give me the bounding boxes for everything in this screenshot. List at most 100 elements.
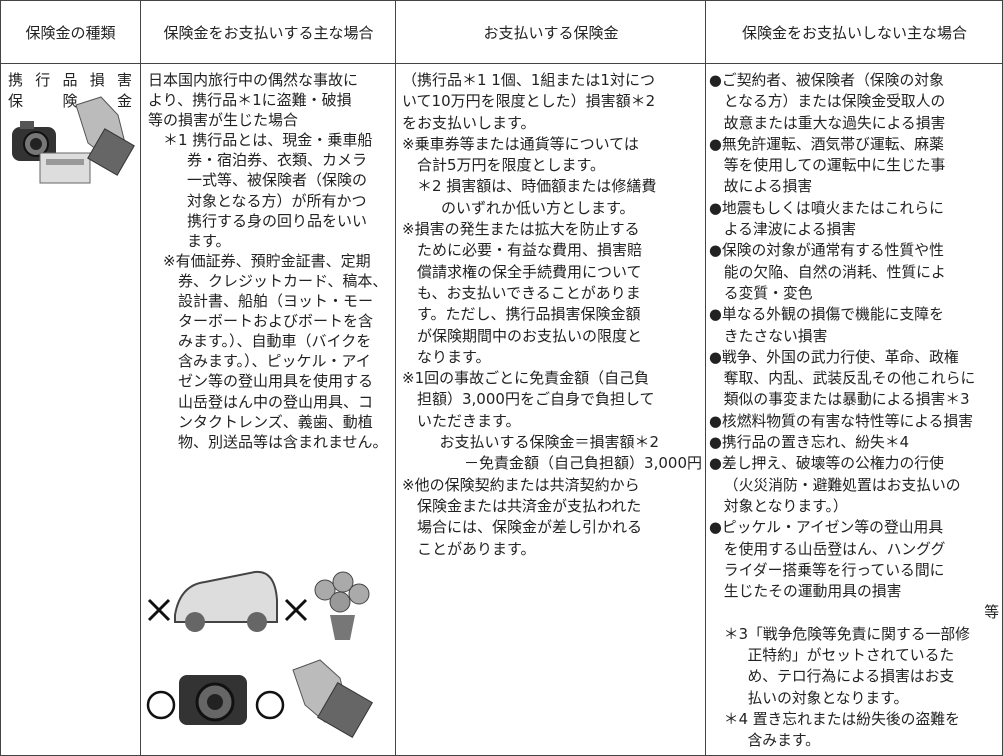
- text-line: 携行する身の回り品をいい: [187, 211, 368, 230]
- paragraph: ＊1 携行品とは、現金・乗車船 券・宿泊券、衣類、カメラ 一式等、被保険者（保険の対…: [148, 130, 393, 251]
- paragraph: ●地震もしくは噴火またはこれらによる津波による損害: [709, 198, 999, 241]
- paragraph: ●ご契約者、被保険者（保険の対象 となる方）または保険金受取人の 故意または重大な過…: [709, 70, 999, 134]
- text-line: 類似の事変または暴動による損害＊3: [723, 391, 970, 409]
- text-line: 故による損害: [723, 178, 813, 196]
- text-line: なります。: [417, 347, 491, 366]
- text-line: 券・宿泊券、衣類、カメラ: [187, 151, 368, 170]
- text-line: ＊2 損害額は、時価額または修繕費: [417, 177, 657, 196]
- text-line: 保険金または共済金が支払われた: [417, 496, 642, 515]
- text-line: 含みます。）、ピッケル・アイ: [178, 352, 371, 371]
- examples-illustration: [146, 570, 374, 739]
- paragraph: ●保険の対象が通常有する性質や性 能の欠陥、自然の消耗、性質によ る変質・変色: [709, 240, 999, 304]
- paragraph: ※有価証券、預貯金証書、定期 券、クレジットカード、稿本、 設計書、船舶（ヨット・モ…: [148, 251, 393, 452]
- text-line: 物、別送品等は含まれません。: [178, 432, 388, 451]
- text-line: ●ご契約者、被保険者（保険の対象: [709, 72, 944, 89]
- text-line: 能の欠陥、自然の消耗、性質によ: [723, 263, 946, 281]
- text-line: 合計5万円を限度とします。: [417, 156, 606, 175]
- text-line: 日本国内旅行中の偶然な事故に: [148, 71, 359, 89]
- text-line: 生じたその運動用具の損害: [723, 583, 902, 601]
- paragraph: 日本国内旅行中の偶然な事故に より、携行品＊1に盗難・破損 等の損害が生じた場合: [148, 70, 393, 130]
- text-line: ンタクトレンズ、義歯、動植: [178, 412, 373, 431]
- column-rule: [0, 0, 141, 756]
- text-line: が保険期間中のお支払いの限度と: [417, 326, 643, 345]
- text-line: ●核燃料物質の有害な特性等による損害: [709, 412, 974, 430]
- text-line: 等の損害が生じた場合: [148, 111, 299, 130]
- text-line: ●携行品の置き忘れ、紛失＊4: [709, 434, 910, 452]
- text-line: 場合には、保険金が差し引かれる: [417, 518, 643, 537]
- text-line: も、お支払いできることがありま: [417, 283, 641, 302]
- paragraph: ●核燃料物質の有害な特性等による損害: [709, 411, 999, 432]
- text-line: ゼン等の登山用具を使用する: [178, 372, 374, 391]
- text-line: め、テロ行為による損害はお支: [747, 668, 955, 686]
- text-line: 償請求権の保全手続費用について: [417, 262, 642, 281]
- text-line: ●無免許運転、酒気帯び運転、麻薬: [709, 135, 944, 153]
- text-line: ●単なる外観の損傷で機能に支障を: [709, 306, 944, 324]
- exclusion-cell: ●ご契約者、被保険者（保険の対象 となる方）または保険金受取人の 故意または重大な過…: [709, 70, 999, 752]
- paragraph: ※他の保険契約または共済契約から保険金または共済金が支払われた 場合には、保険金が…: [402, 475, 702, 560]
- text-line: 奪取、内乱、武装反乱その他これらに: [723, 370, 976, 388]
- text-line: ●地震もしくは噴火またはこれらに: [709, 199, 944, 217]
- text-line: ことがあります。: [417, 539, 536, 558]
- column-rule: [141, 0, 396, 756]
- text-line: ●差し押え、破壊等の公権力の行使: [709, 455, 944, 473]
- text-line: ＊1 携行品とは、現金・乗車船: [163, 131, 373, 150]
- paragraph: （携行品＊1 1個、1組または1対につ いて10万円を限度とした）損害額＊2 をお支…: [402, 70, 702, 134]
- text-line: より、携行品＊1に盗難・破損: [148, 91, 352, 110]
- text-line: 山岳登はん中の登山用具、コ: [178, 392, 374, 411]
- text-line: ※有価証券、預貯金証書、定期: [163, 251, 371, 270]
- text-line: ●戦争、外国の武力行使、革命、政権: [709, 348, 959, 366]
- paragraph: ※損害の発生または拡大を防止するために必要・有益な費用、損害賠 償請求権の保全手続…: [402, 219, 702, 368]
- text-line: きたさない損害: [723, 327, 828, 345]
- header-rule: [0, 0, 1003, 64]
- text-line: いただきます。: [417, 411, 521, 430]
- text-line: 対象となる方）が所有かつ: [187, 191, 367, 210]
- text-line: をお支払いします。: [402, 113, 536, 132]
- text-line: ※損害の発生または拡大を防止する: [402, 220, 640, 239]
- paragraph: ●ピッケル・アイゼン等の登山用具を使用する山岳登はん、ハンググ ライダー搭乗等を行…: [709, 517, 999, 602]
- column-rule: [396, 0, 706, 756]
- text-line: みます。）、自動車（バイクを: [178, 332, 372, 351]
- paragraph: ●戦争、外国の武力行使、革命、政権奪取、内乱、武装反乱その他これらに 類似の事変ま…: [709, 347, 999, 411]
- text-line: ※他の保険契約または共済契約から: [402, 475, 640, 494]
- text-line: となる方）または保険金受取人の: [723, 93, 946, 111]
- cases-cell: 日本国内旅行中の偶然な事故に より、携行品＊1に盗難・破損 等の損害が生じた場合 ＊…: [148, 70, 393, 452]
- paragraph: 等: [709, 602, 999, 623]
- text-line: のいずれか低い方とします。: [441, 198, 635, 217]
- text-line: す。ただし、携行品損害保険金額: [417, 305, 641, 324]
- paragraph: ＊2 損害額は、時価額または修繕費 のいずれか低い方とします。: [402, 176, 702, 219]
- text-line: 担額）3,000円をご自身で負担して: [417, 390, 655, 409]
- text-line: いて10万円を限度とした）損害額＊2: [402, 92, 656, 111]
- paragraph: ＊3「戦争危険等免責に関する一部修正特約」がセットされているた め、テロ行為による…: [709, 624, 999, 709]
- header-cell: 保険金をお支払いする主な場合: [163, 23, 374, 42]
- text-line: ＊3「戦争危険等免責に関する一部修: [723, 625, 970, 643]
- luggage-illustration: [12, 96, 135, 184]
- paragraph: ※1回の事故ごとに免責金額（自己負 担額）3,000円をご自身で負担して いただきま…: [402, 368, 702, 432]
- text-line: を使用する山岳登はん、ハンググ: [723, 540, 946, 558]
- paragraph: ●単なる外観の損傷で機能に支障をきたさない損害: [709, 304, 999, 347]
- text-line: 等: [984, 604, 999, 622]
- header-cell: 保険金の種類: [25, 23, 116, 42]
- text-line: 対象となります。）: [723, 497, 848, 515]
- text-line: よる津波による損害: [723, 221, 857, 239]
- text-line: ＊4 置き忘れまたは紛失後の盗難を: [723, 710, 960, 728]
- paragraph: ●無免許運転、酒気帯び運転、麻薬 等を使用しての運転中に生じた事 故による損害: [709, 134, 999, 198]
- text-line: ために必要・有益な費用、損害賠: [417, 241, 643, 260]
- text-line: 含みます。: [747, 732, 820, 750]
- paragraph: ※乗車券等または通貨等については合計5万円を限度とします。: [402, 134, 702, 177]
- header-cell: お支払いする保険金: [483, 23, 619, 42]
- text-line: （火災消防・避難処置はお支払いの: [723, 476, 961, 494]
- paragraph: ＊4 置き忘れまたは紛失後の盗難を含みます。: [709, 709, 999, 752]
- text-line: （携行品＊1 1個、1組または1対につ: [402, 71, 655, 89]
- text-line: －免責金額（自己負担額）3,000円: [464, 454, 702, 473]
- text-line: お支払いする保険金＝損害額＊2: [439, 433, 660, 452]
- text-line: ※乗車券等または通貨等については: [402, 134, 639, 153]
- paragraph: ●差し押え、破壊等の公権力の行使 （火災消防・避難処置はお支払いの 対象となります。…: [709, 453, 999, 517]
- paragraph: ●携行品の置き忘れ、紛失＊4: [709, 432, 999, 453]
- text-line: 払いの対象となります。: [747, 689, 909, 707]
- text-line: 正特約」がセットされているた: [747, 647, 955, 665]
- text-line: ターボートおよびボートを含: [178, 312, 374, 331]
- text-line: ライダー搭乗等を行っている間に: [723, 561, 945, 579]
- text-line: ●ピッケル・アイゼン等の登山用具: [709, 519, 944, 537]
- text-line: る変質・変色: [723, 284, 813, 302]
